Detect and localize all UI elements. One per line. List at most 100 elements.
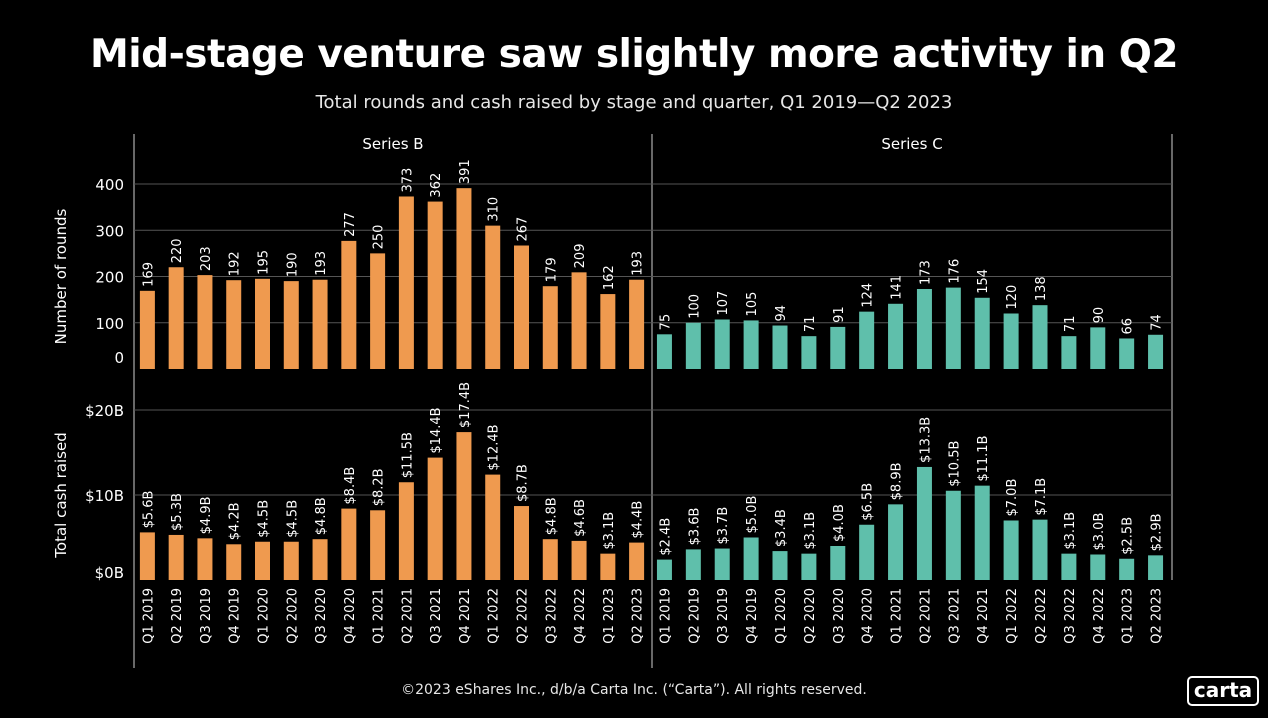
x-tick-label: Q2 2022 (516, 588, 531, 644)
bar (714, 548, 730, 580)
x-tick-label: Q4 2022 (573, 588, 588, 644)
bar (916, 466, 932, 580)
bar (398, 196, 414, 369)
data-label: 190 (285, 252, 300, 277)
x-tick-label: Q2 2021 (400, 588, 415, 644)
bar (859, 524, 875, 580)
y-axis-label: Total cash raised (52, 432, 70, 558)
bar (974, 485, 990, 580)
data-label: 94 (774, 305, 789, 322)
data-label: 310 (487, 197, 502, 222)
data-label: 203 (199, 246, 214, 271)
data-label: $11.1B (976, 436, 991, 482)
data-label: 91 (832, 306, 847, 323)
data-label: 193 (314, 251, 329, 276)
x-tick-label: Q3 2020 (314, 588, 329, 644)
data-label: $4.2B (228, 502, 243, 540)
x-tick-label: Q2 2022 (1034, 588, 1049, 644)
x-tick-label: Q4 2020 (861, 588, 876, 644)
bar (255, 278, 270, 369)
bar (600, 553, 616, 580)
data-label: $13.3B (918, 417, 933, 463)
data-label: 193 (631, 251, 646, 276)
bar (772, 551, 788, 580)
bar (1090, 327, 1106, 369)
bar (1061, 553, 1077, 580)
bar (1032, 305, 1048, 369)
x-tick-label: Q4 2021 (458, 588, 473, 644)
bar (139, 290, 155, 369)
bar (974, 297, 990, 369)
bar (283, 281, 299, 369)
y-tick-label: $20B (85, 402, 124, 420)
bar (743, 537, 759, 580)
bar (571, 540, 587, 580)
data-label: $3.1B (1063, 512, 1078, 550)
data-label: 267 (516, 217, 531, 242)
bar (801, 553, 817, 580)
data-label: 74 (1150, 314, 1165, 331)
data-label: $4.5B (257, 500, 272, 538)
data-label: $8.9B (890, 462, 905, 500)
x-tick-label: Q1 2023 (602, 588, 617, 644)
x-tick-label: Q4 2019 (745, 588, 760, 644)
data-label: $2.4B (658, 518, 673, 556)
y-tick-label: 200 (95, 269, 124, 287)
y-tick-label: 100 (95, 315, 124, 333)
data-label: $4.8B (314, 497, 329, 535)
x-tick-label: Q2 2019 (170, 588, 185, 644)
x-tick-label: Q2 2020 (803, 588, 818, 644)
data-label: 209 (573, 244, 588, 269)
bar (514, 506, 529, 580)
facet-header: Series C (881, 135, 942, 153)
data-label: 75 (658, 314, 673, 331)
data-label: 105 (745, 292, 760, 317)
bar (945, 287, 961, 369)
bar (571, 272, 587, 369)
data-label: 373 (400, 168, 415, 193)
bar (743, 320, 759, 369)
data-label: $4.9B (199, 496, 214, 534)
x-tick-label: Q1 2020 (257, 588, 272, 644)
data-label: 169 (141, 262, 156, 287)
data-label: $12.4B (487, 424, 502, 470)
bar (714, 319, 730, 369)
bar (1032, 519, 1048, 580)
bar (312, 539, 328, 580)
x-tick-label: Q2 2023 (1150, 588, 1165, 644)
data-label: 173 (918, 260, 933, 285)
bar (1003, 313, 1019, 369)
data-label: $4.8B (544, 497, 559, 535)
x-tick-label: Q3 2022 (544, 588, 559, 644)
x-tick-label: Q3 2021 (947, 588, 962, 644)
data-label: 250 (372, 225, 387, 250)
chart-title: Mid-stage venture saw slightly more acti… (89, 32, 1179, 77)
bar (1003, 520, 1019, 580)
bar (656, 559, 672, 580)
bar (370, 253, 386, 369)
data-label: $3.7B (716, 507, 731, 545)
bar (888, 504, 904, 580)
data-label: $2.5B (1121, 517, 1136, 555)
data-label: $4.0B (832, 504, 847, 542)
data-label: 192 (228, 251, 243, 276)
x-tick-label: Q2 2020 (285, 588, 300, 644)
bar (542, 286, 558, 369)
bar (456, 188, 472, 369)
bar (542, 539, 558, 580)
data-label: $8.7B (516, 464, 531, 502)
carta-logo[interactable]: carta (1187, 676, 1259, 706)
x-tick-label: Q4 2022 (1092, 588, 1107, 644)
x-tick-label: Q1 2019 (141, 588, 156, 644)
x-tick-label: Q4 2020 (343, 588, 358, 644)
data-label: 100 (687, 294, 702, 319)
bar (456, 432, 472, 580)
data-label: 120 (1005, 285, 1020, 310)
x-tick-label: Q2 2019 (687, 588, 702, 644)
data-label: $11.5B (400, 432, 415, 478)
x-tick-label: Q1 2019 (658, 588, 673, 644)
bar (629, 542, 645, 580)
bar (859, 311, 875, 369)
bar (772, 325, 788, 369)
